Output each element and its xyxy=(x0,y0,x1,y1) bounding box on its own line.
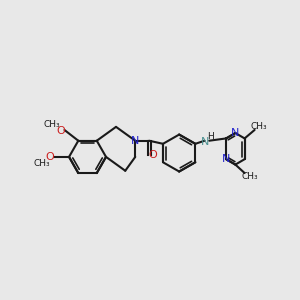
Text: N: N xyxy=(231,128,240,138)
Text: CH₃: CH₃ xyxy=(242,172,258,182)
Text: H: H xyxy=(207,132,214,141)
Text: N: N xyxy=(222,154,230,164)
Text: O: O xyxy=(45,152,54,162)
Text: CH₃: CH₃ xyxy=(44,120,60,129)
Text: N: N xyxy=(131,136,140,146)
Text: CH₃: CH₃ xyxy=(251,122,268,131)
Text: O: O xyxy=(56,126,65,136)
Text: N: N xyxy=(201,137,209,147)
Text: CH₃: CH₃ xyxy=(33,158,50,167)
Text: O: O xyxy=(148,150,158,160)
